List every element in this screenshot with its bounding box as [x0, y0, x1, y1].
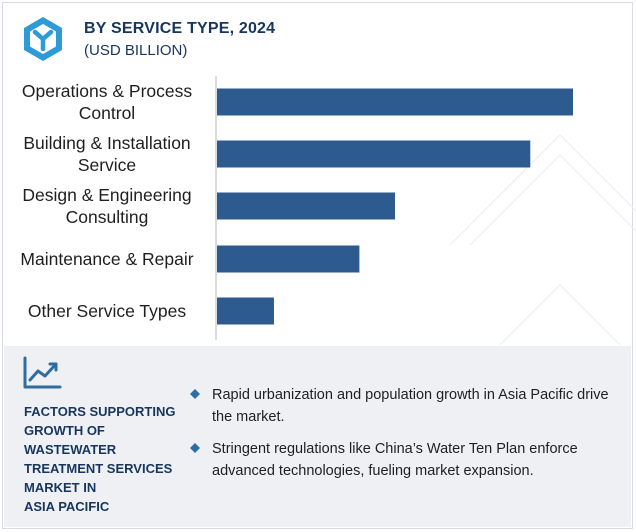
diamond-bullet-icon [190, 389, 200, 399]
category-label: Design & Engineering Consulting [22, 185, 191, 227]
category-label: Other Service Types [28, 301, 186, 321]
factors-title-line: ASIA PACIFIC [24, 499, 110, 514]
category-label-line: Building & Installation [23, 133, 190, 153]
factors-title-line: FACTORS SUPPORTING [24, 404, 176, 419]
category-label-line: Other Service Types [28, 301, 186, 321]
category-label-line: Design & Engineering [22, 185, 191, 205]
factors-bullet-list: Rapid urbanization and population growth… [190, 384, 620, 492]
category-label-line: Maintenance & Repair [20, 249, 193, 269]
category-label: Maintenance & Repair [20, 249, 193, 269]
trend-line-chart-icon [23, 356, 62, 389]
chart-title: BY SERVICE TYPE, 2024 [84, 20, 276, 37]
category-label-line: Service [78, 155, 136, 175]
bar-3 [217, 245, 360, 273]
bar-4 [217, 297, 274, 325]
hexagon-logo-icon [24, 17, 62, 61]
factor-bullet-text: Rapid urbanization and population growth… [212, 387, 609, 425]
factors-title-line: MARKET IN [24, 480, 97, 495]
category-label-line: Control [79, 103, 135, 123]
factors-title-line: GROWTH OF [24, 423, 105, 438]
factor-bullet-text: Stringent regulations like China’s Water… [212, 441, 578, 479]
category-label: Building & Installation Service [23, 133, 190, 175]
factor-bullet: Rapid urbanization and population growth… [190, 384, 620, 428]
category-label-line: Consulting [66, 207, 149, 227]
bar-1 [217, 140, 531, 168]
factors-title-line: TREATMENT SERVICES [24, 461, 173, 476]
bar-0 [217, 88, 573, 116]
category-label: Operations & Process Control [22, 81, 192, 123]
diamond-bullet-icon [190, 443, 200, 453]
factors-title: FACTORS SUPPORTING GROWTH OF WASTEWATER … [24, 402, 189, 516]
factor-bullet: Stringent regulations like China’s Water… [190, 438, 620, 482]
factors-panel [4, 346, 631, 527]
chart-subtitle: (USD BILLION) [84, 42, 188, 59]
bar-chart: Operations & Process Control Building & In… [20, 76, 573, 340]
category-label-line: Operations & Process [22, 81, 192, 101]
bar-2 [217, 192, 395, 220]
factors-title-line: WASTEWATER [24, 442, 117, 457]
